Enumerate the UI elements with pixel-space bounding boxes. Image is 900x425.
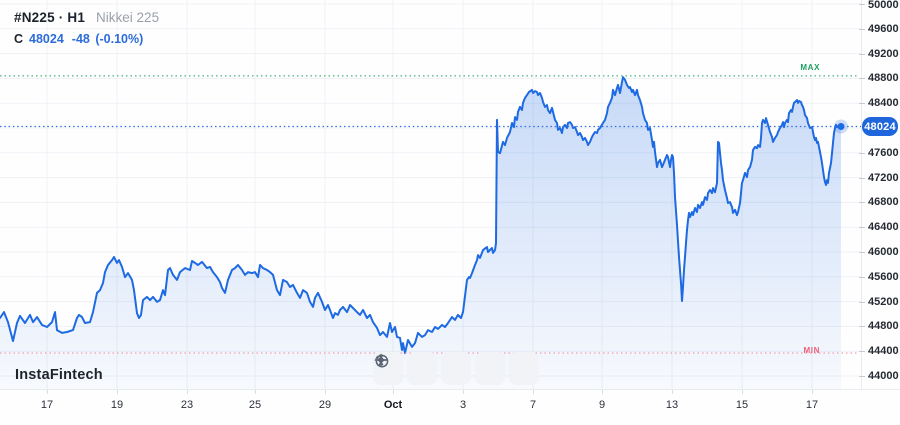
chart-plot[interactable]: #N225 · H1 Nikkei 225 C 48024 -48 (-0.10%) … [0, 0, 862, 390]
price-tick-label: 47600 [868, 146, 899, 159]
price-tick-label: 44800 [868, 320, 899, 333]
price-chart-canvas [0, 0, 862, 390]
date-tick-label: 25 [248, 399, 262, 411]
chart-header: #N225 · H1 Nikkei 225 C 48024 -48 (-0.10%) [14, 10, 159, 48]
price-tick [859, 326, 865, 328]
date-tick-label: 9 [598, 399, 606, 411]
date-tick-label: 3 [459, 399, 467, 411]
current-price-badge: 48024 [862, 117, 898, 136]
date-tick-label: Oct [383, 399, 403, 411]
date-tick [812, 390, 813, 394]
date-tick-label: 17 [40, 399, 54, 411]
price-tick [859, 177, 865, 179]
price-tick [859, 78, 865, 80]
price-tick-label: 45200 [868, 295, 899, 308]
price-tick-label: 45600 [868, 270, 899, 283]
price-tick [859, 152, 865, 154]
price-tick [859, 4, 865, 5]
price-tick [859, 202, 865, 204]
date-tick [47, 390, 48, 394]
date-tick-label: 23 [180, 399, 194, 411]
date-tick [117, 390, 118, 394]
price-tick-label: 49600 [868, 22, 899, 35]
date-tick [393, 390, 394, 394]
watermark: InstaFintech [15, 367, 103, 383]
quote-prefix: C [14, 31, 24, 46]
price-change: -48 [71, 31, 90, 46]
date-tick-label: 19 [110, 399, 124, 411]
price-tick-label: 46800 [868, 196, 899, 209]
price-tick-label: 50000 [868, 0, 899, 11]
date-tick [742, 390, 743, 394]
reset-zoom-button[interactable] [375, 352, 471, 385]
price-tick-label: 48400 [868, 97, 899, 110]
price-area-fill [0, 77, 841, 390]
chart-toolbar [373, 352, 539, 385]
instrument-name: Nikkei 225 [96, 10, 160, 25]
date-tick-label: 13 [665, 399, 679, 411]
price-tick-label: 49200 [868, 47, 899, 60]
price-tick [859, 276, 865, 278]
date-tick [533, 390, 534, 394]
date-tick [325, 390, 326, 394]
date-tick [602, 390, 603, 394]
price-tick [859, 28, 865, 30]
date-tick [255, 390, 256, 394]
price-tick [859, 53, 865, 55]
quote-line: C 48024 -48 (-0.10%) [14, 32, 159, 48]
price-tick [859, 376, 865, 377]
scroll-right-button[interactable] [378, 352, 539, 385]
date-tick-label: 7 [529, 399, 537, 411]
endpoint-dot [837, 123, 845, 131]
price-tick-label: 44000 [868, 370, 899, 382]
price-tick-label: 46400 [868, 221, 899, 234]
date-tick [187, 390, 188, 394]
last-price: 48024 [29, 31, 64, 46]
date-tick [463, 390, 464, 394]
date-tick-label: 15 [735, 399, 749, 411]
price-tick-label: 46000 [868, 246, 899, 258]
price-tick [859, 227, 865, 229]
min-label: MIN [803, 346, 820, 356]
time-axis: 17 19 23 25 29 Oct 3 7 9 13 15 17 [0, 389, 900, 425]
symbol-timeframe: #N225 · H1 [14, 10, 86, 25]
date-tick-label: 29 [318, 399, 332, 411]
price-change-pct: (-0.10%) [95, 31, 144, 46]
max-label: MAX [800, 62, 820, 72]
date-tick-label: 17 [805, 399, 819, 411]
scroll-left-button[interactable] [377, 352, 505, 385]
price-tick-label: 44400 [868, 345, 899, 358]
price-tick-label: 47200 [868, 171, 899, 184]
price-tick [859, 103, 865, 105]
price-tick [859, 351, 865, 353]
date-tick [672, 390, 673, 394]
price-axis: 48024 50000 49600 49200 48800 48400 47600 4720… [859, 0, 900, 390]
price-tick [859, 301, 865, 303]
zoom-out-button[interactable] [374, 352, 437, 385]
price-line [0, 76, 842, 355]
price-tick-label: 48800 [868, 72, 899, 85]
price-tick [859, 252, 865, 253]
